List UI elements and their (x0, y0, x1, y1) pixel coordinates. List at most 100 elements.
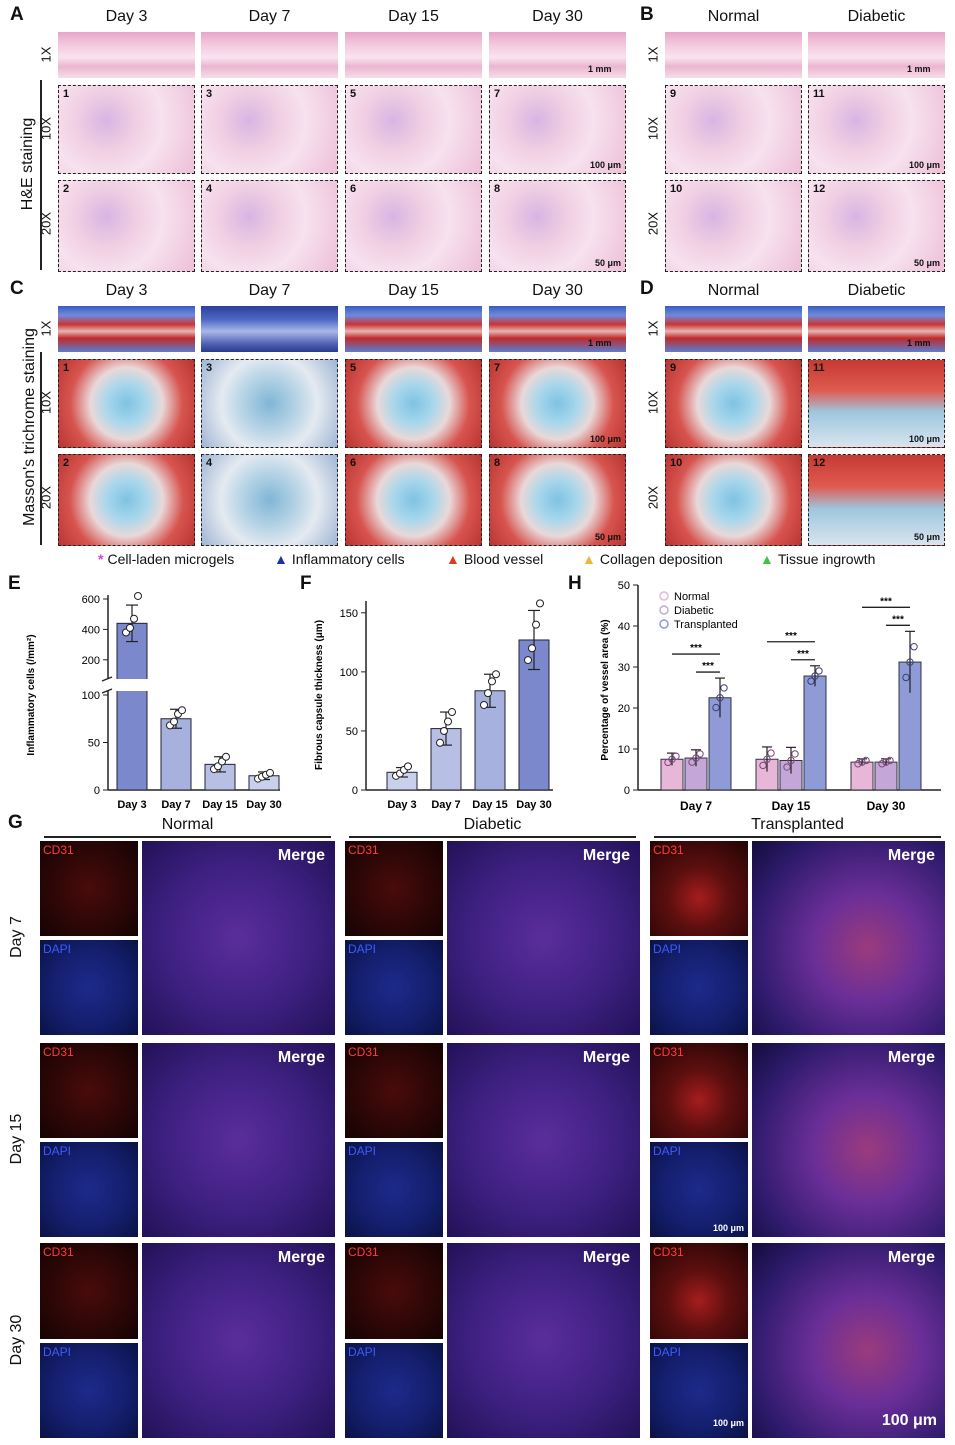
e-bar (116, 622, 148, 791)
h-data-point (692, 754, 700, 762)
mt-1x-overview (345, 306, 482, 352)
g-cd31-label: CD31 (653, 1045, 684, 1059)
e-bar (160, 718, 192, 791)
he-tile-number: 3 (206, 88, 213, 100)
mt-d-tile-number: 9 (670, 362, 677, 374)
he-20x-tile: 2 (58, 180, 195, 272)
f-data-point (444, 717, 452, 726)
h-data-point (696, 750, 704, 758)
g-scale-small: 100 μm (712, 1418, 744, 1428)
e-x-tick-label: Day 15 (202, 799, 237, 811)
legend-item: ▲ Collagen deposition (582, 551, 723, 567)
mt-d-col-header: Diabetic (847, 282, 906, 299)
panel-label-h: H (568, 573, 582, 594)
g-dapi-label: DAPI (348, 1144, 377, 1158)
h-bar (803, 675, 827, 791)
g-dapi-label: DAPI (43, 1344, 72, 1359)
mt-d-10x-tile: 9 (665, 359, 802, 448)
h-x-tick-label: Day 15 (772, 799, 811, 813)
h-data-point (886, 756, 894, 765)
h-data-point (906, 658, 914, 666)
g-cd31-tile: CD31 (345, 1043, 443, 1138)
f-x-tick-label: Day 30 (516, 799, 551, 811)
mt-tile-number: 8 (494, 457, 501, 469)
g-merge-label: Merge (277, 847, 325, 864)
legend-label: Tissue ingrowth (777, 551, 876, 567)
g-dapi-tile: DAPI (40, 940, 138, 1035)
h-legend-label: Diabetic (674, 605, 714, 617)
panel-label-b: B (640, 4, 654, 25)
h-legend-label: Normal (674, 591, 709, 603)
f-y-tick-label: 150 (340, 608, 358, 620)
g-merge-tile: Merge (447, 1243, 640, 1438)
he-staining-label: H&E staining (19, 117, 36, 211)
g-merge-tile: Merge (142, 841, 335, 1035)
he-b-1x-overview (808, 32, 945, 78)
he-b-20x-tile: 10 (665, 180, 802, 272)
mt-col-header: Day 3 (105, 282, 148, 299)
he-10x-tile: 3 (201, 85, 338, 174)
g-col-rule (349, 836, 636, 838)
he-20x-tile: 6 (345, 180, 482, 272)
he-b-col-header: Normal (707, 8, 760, 25)
legend-label: Collagen deposition (599, 551, 723, 567)
h-data-point (815, 667, 823, 675)
he-1x-overview (489, 32, 626, 78)
mt-col-header: Day 7 (248, 282, 291, 299)
g-dapi-label: DAPI (653, 1344, 682, 1359)
g-cd31-tile: CD31 (650, 1043, 748, 1138)
g-dapi-tile: DAPI (345, 1142, 443, 1237)
h-data-point (767, 749, 775, 757)
he-1x-overview (201, 32, 338, 78)
h-x-tick-label: Day 7 (680, 799, 712, 813)
mt-d-row-label-20x: 20X (645, 485, 661, 510)
legend-symbol: ▲ (446, 551, 460, 567)
f-data-point (440, 726, 448, 735)
mt-d-20x-tile: 10 (665, 454, 802, 546)
mt-d-scale-1x: 1 mm (907, 338, 931, 348)
g-merge-label: Merge (887, 1049, 935, 1066)
he-b-scale-20x: 50 μm (913, 258, 940, 268)
f-data-point (524, 656, 532, 665)
h-sig-label: *** (702, 661, 714, 672)
h-data-point (787, 756, 795, 765)
legend-label: Blood vessel (463, 551, 544, 567)
h-data-point (862, 756, 870, 765)
g-row-label: Day 7 (8, 916, 25, 958)
mt-20x-tile: 2 (58, 454, 195, 546)
f-data-point (528, 644, 536, 653)
he-b-20x-tile: 12 50 μm (808, 180, 945, 272)
mt-d-20x-tile: 12 50 μm (808, 454, 945, 546)
he-scale-10x: 100 μm (589, 160, 621, 170)
h-data-point (791, 750, 799, 758)
g-merge-tile: Merge (447, 841, 640, 1035)
h-sig-label: *** (690, 643, 702, 654)
g-dapi-label: DAPI (348, 942, 377, 956)
g-cd31-tile: CD31 100 μm (650, 1223, 748, 1339)
he-tile-number: 1 (63, 88, 70, 100)
g-cd31-label: CD31 (348, 843, 379, 857)
g-row-label: Day 30 (8, 1314, 25, 1365)
panel-label-a: A (10, 4, 24, 25)
mt-d-tile-number: 10 (670, 457, 683, 469)
he-row-label-1x: 1X (38, 46, 54, 63)
h-data-point (688, 758, 696, 766)
mt-1x-overview (58, 306, 195, 352)
he-b-scale-1x: 1 mm (907, 64, 931, 74)
mt-1x-overview (201, 306, 338, 352)
e-y-tick-label: 600 (82, 594, 100, 606)
e-data-point (170, 717, 178, 726)
mt-d-row-label-1x: 1X (645, 320, 661, 337)
he-20x-tile: 8 50 μm (489, 180, 626, 272)
he-tile-number: 6 (350, 183, 357, 195)
mt-10x-tile: 5 (345, 359, 482, 448)
h-data-point (882, 758, 890, 766)
h-data-point (712, 703, 720, 712)
h-data-point (910, 643, 918, 651)
g-col-header: Transplanted (751, 816, 844, 833)
g-cd31-label: CD31 (653, 1245, 684, 1259)
g-dapi-label: DAPI (43, 942, 72, 956)
legend-item: ▲ Tissue ingrowth (760, 551, 875, 567)
h-data-point (902, 673, 910, 682)
h-legend-marker (659, 619, 669, 629)
